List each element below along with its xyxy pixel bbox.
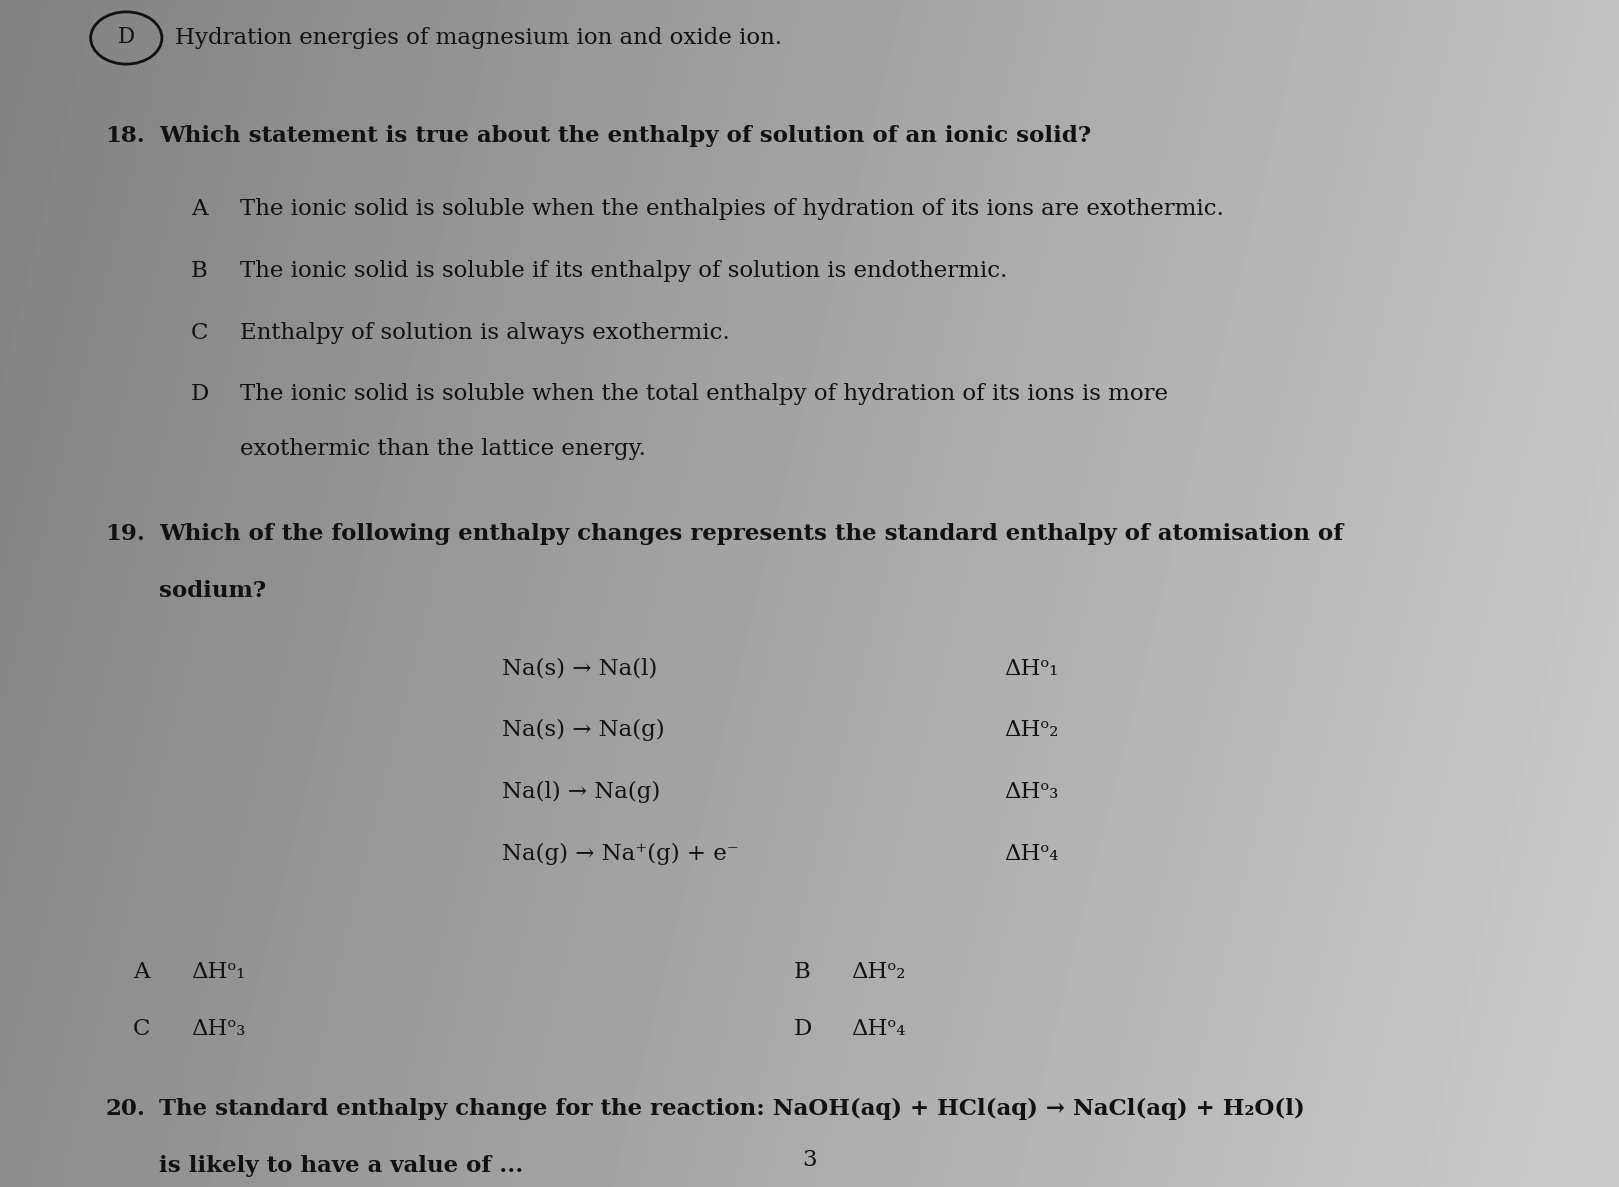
Text: 18.: 18. [105,125,146,147]
Text: D: D [793,1018,811,1041]
Text: A: A [191,198,207,221]
Text: Na(s) → Na(l): Na(s) → Na(l) [502,658,657,680]
Text: D: D [191,383,209,406]
Text: is likely to have a value of ...: is likely to have a value of ... [159,1155,523,1178]
Text: B: B [793,961,810,984]
Text: ΔHᵒ₄: ΔHᵒ₄ [1004,843,1059,865]
Text: A: A [133,961,149,984]
Text: ΔHᵒ₂: ΔHᵒ₂ [1004,719,1059,742]
Text: exothermic than the lattice energy.: exothermic than the lattice energy. [240,438,646,461]
Text: Enthalpy of solution is always exothermic.: Enthalpy of solution is always exothermi… [240,322,730,344]
Text: Hydration energies of magnesium ion and oxide ion.: Hydration energies of magnesium ion and … [175,27,782,49]
Text: The ionic solid is soluble when the enthalpies of hydration of its ions are exot: The ionic solid is soluble when the enth… [240,198,1224,221]
Text: 20.: 20. [105,1098,146,1121]
Text: D: D [118,26,134,47]
Text: The ionic solid is soluble when the total enthalpy of hydration of its ions is m: The ionic solid is soluble when the tota… [240,383,1167,406]
Text: 19.: 19. [105,523,146,546]
Text: C: C [191,322,209,344]
Text: Which statement is true about the enthalpy of solution of an ionic solid?: Which statement is true about the enthal… [159,125,1091,147]
Text: Which of the following enthalpy changes represents the standard enthalpy of atom: Which of the following enthalpy changes … [159,523,1342,546]
Text: Na(l) → Na(g): Na(l) → Na(g) [502,781,661,804]
Text: The standard enthalpy change for the reaction: NaOH(aq) + HCl(aq) → NaCl(aq) + H: The standard enthalpy change for the rea… [159,1098,1305,1121]
Text: B: B [191,260,207,283]
Text: Na(s) → Na(g): Na(s) → Na(g) [502,719,664,742]
Text: ΔHᵒ₁: ΔHᵒ₁ [1004,658,1059,680]
Text: ΔHᵒ₄: ΔHᵒ₄ [852,1018,907,1041]
Text: 3: 3 [801,1149,818,1172]
Text: ΔHᵒ₃: ΔHᵒ₃ [191,1018,246,1041]
Text: ΔHᵒ₂: ΔHᵒ₂ [852,961,907,984]
Text: C: C [133,1018,151,1041]
Text: ΔHᵒ₁: ΔHᵒ₁ [191,961,246,984]
Text: Na(g) → Na⁺(g) + e⁻: Na(g) → Na⁺(g) + e⁻ [502,843,738,865]
Text: ΔHᵒ₃: ΔHᵒ₃ [1004,781,1059,804]
Text: sodium?: sodium? [159,580,266,603]
Text: The ionic solid is soluble if its enthalpy of solution is endothermic.: The ionic solid is soluble if its enthal… [240,260,1007,283]
